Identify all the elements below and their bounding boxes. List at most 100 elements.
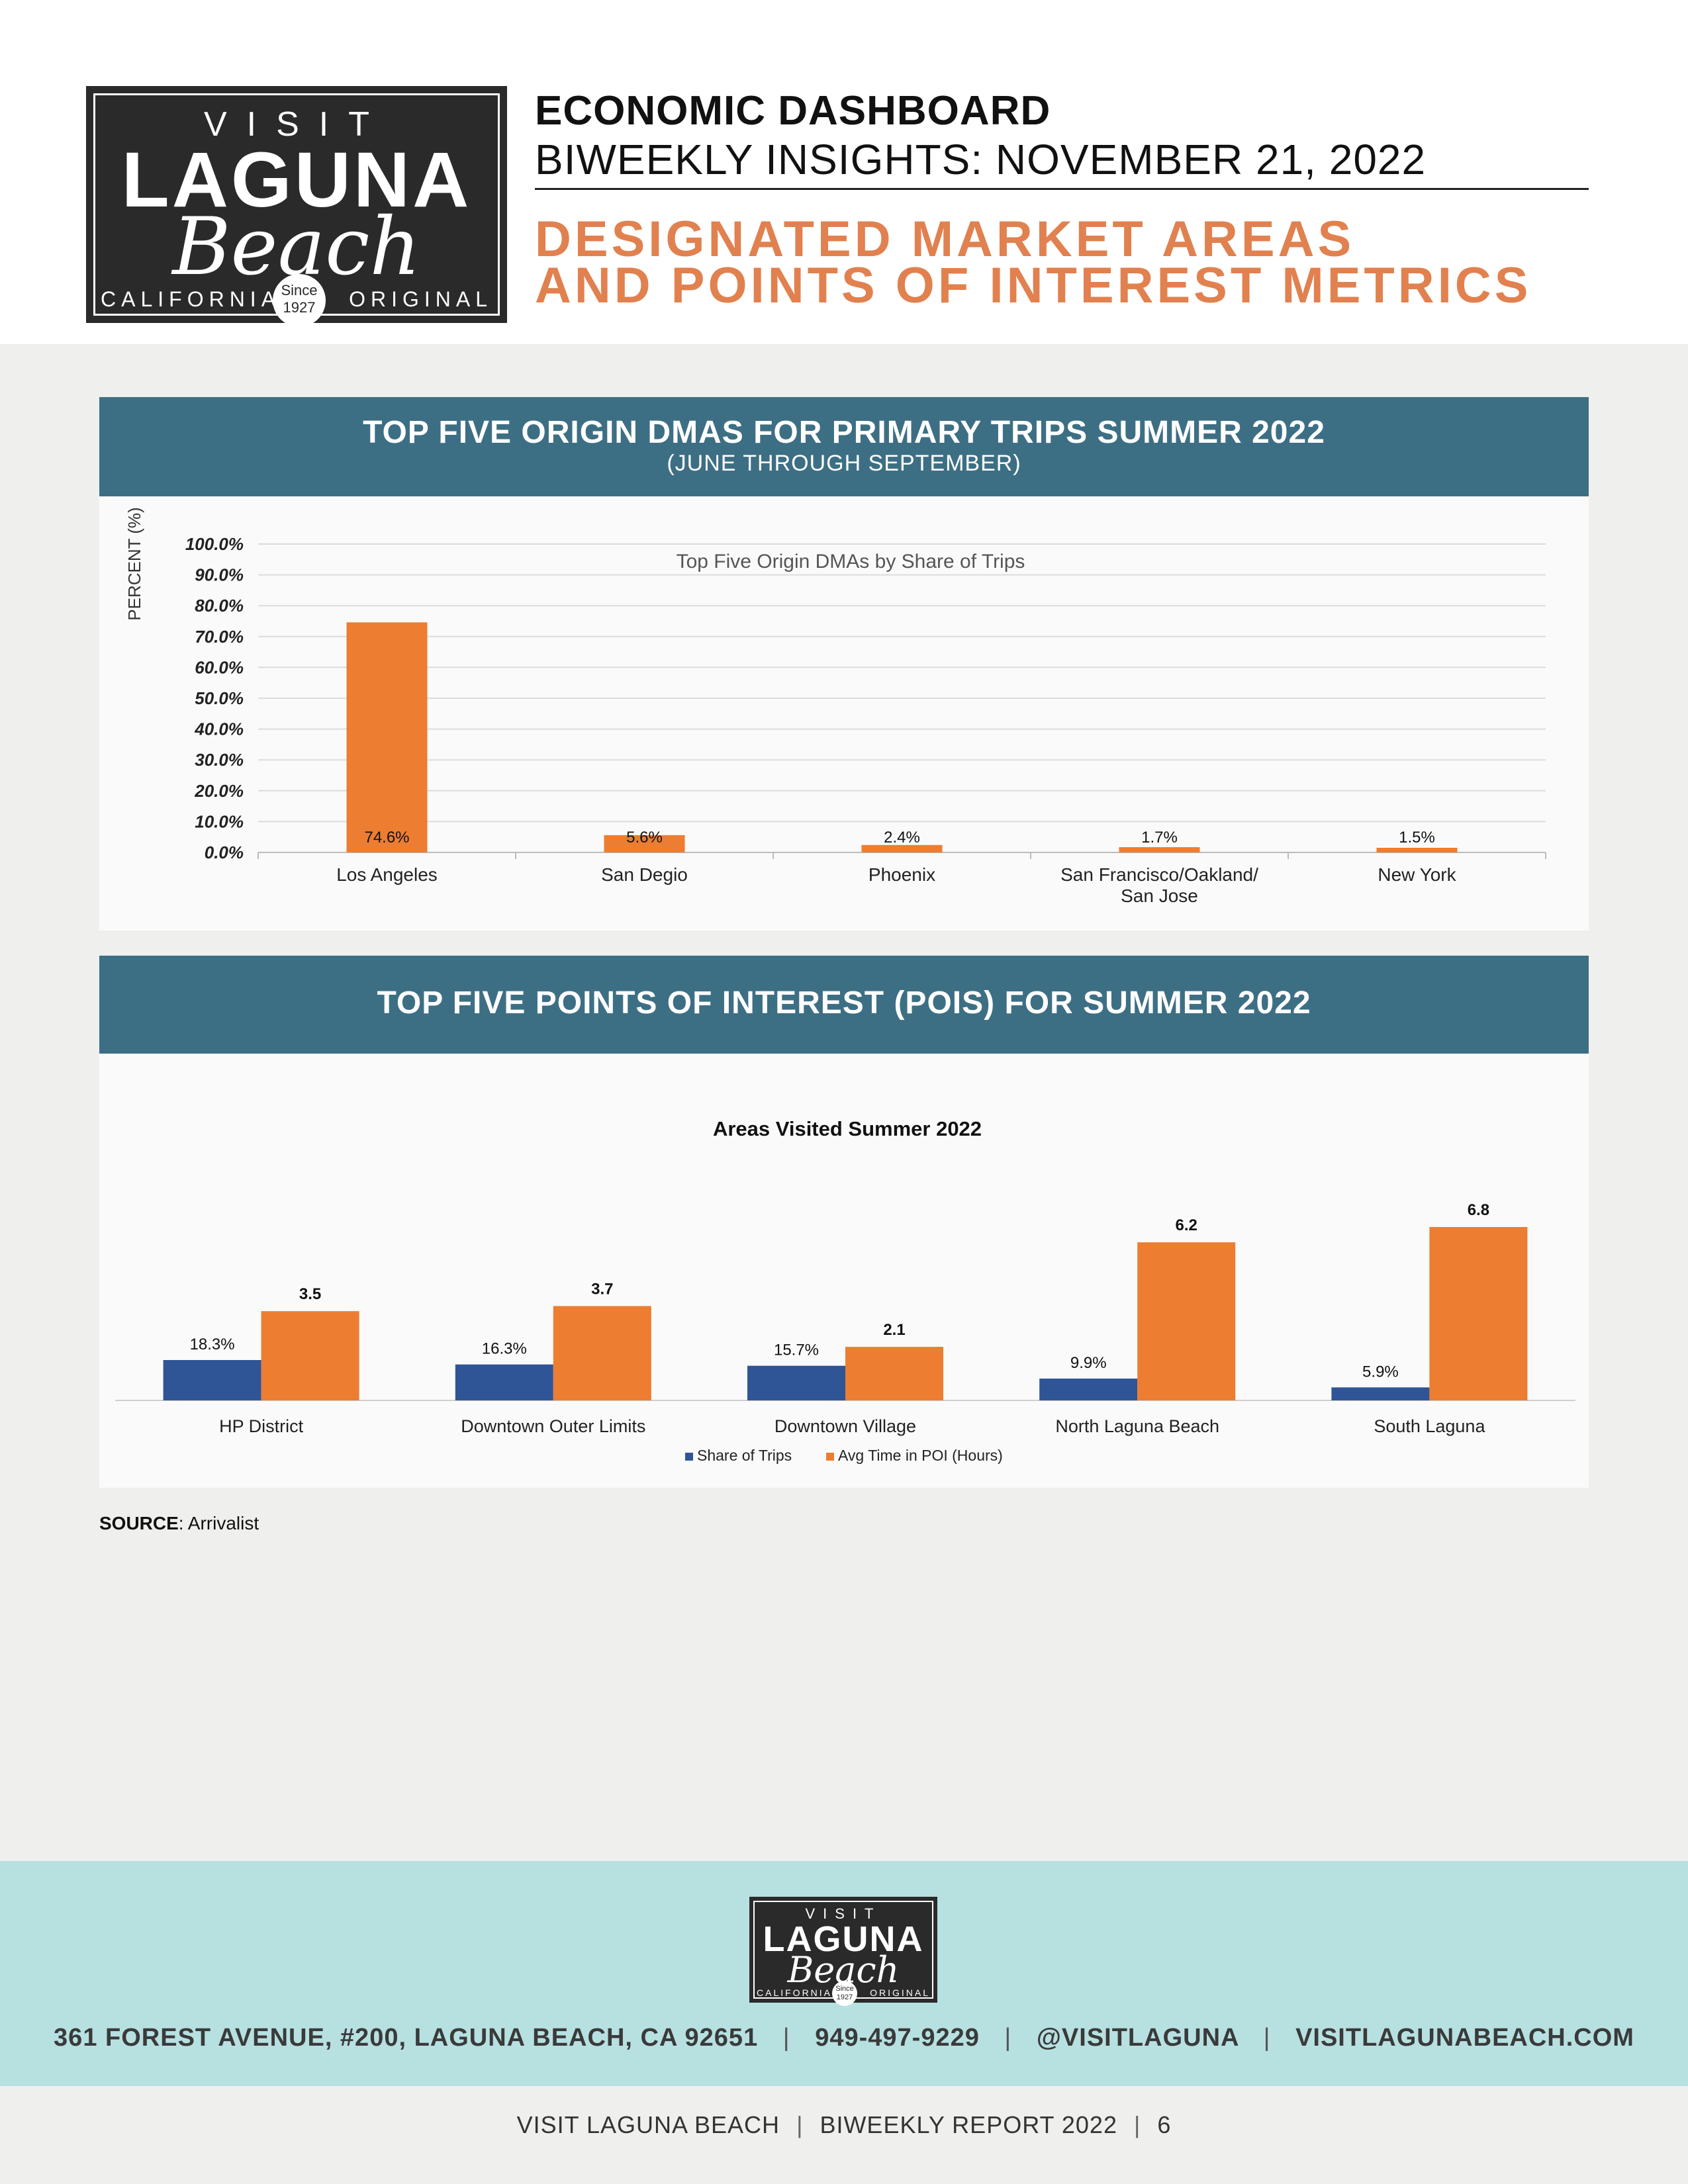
- legend-swatch-share-of-trips: [685, 1453, 693, 1461]
- y-tick-label: 80.0%: [195, 596, 244, 615]
- x-tick-label: New York: [1378, 864, 1456, 885]
- logo-original-text: ORIGINAL: [349, 287, 492, 311]
- logo-since-badge: Since 1927: [273, 274, 326, 327]
- y-tick-label: 40.0%: [194, 719, 244, 739]
- address-text: 361 FOREST AVENUE, #200, LAGUNA BEACH, C…: [54, 2024, 759, 2052]
- footer-logo-visit: VISIT: [805, 1905, 882, 1922]
- x-tick-label: Downtown Outer Limits: [461, 1416, 645, 1436]
- separator: |: [796, 2111, 804, 2138]
- data-label: 1.5%: [1399, 829, 1435, 846]
- section-heading-line1: DESIGNATED MARKET AREAS: [535, 211, 1355, 267]
- y-tick-label: 30.0%: [195, 750, 244, 770]
- data-label: 2.4%: [884, 829, 920, 846]
- section-heading-line2: AND POINTS OF INTEREST METRICS: [535, 257, 1532, 314]
- y-tick-label: 20.0%: [194, 781, 244, 801]
- poi-chart-panel: [99, 1054, 1589, 1488]
- poi-grouped-bar-chart: Areas Visited Summer 2022 18.3% 3.5 HP Dist…: [115, 1117, 1575, 1464]
- y-tick-label: 50.0%: [195, 688, 244, 708]
- bar: [604, 835, 685, 852]
- data-label: 18.3%: [190, 1336, 235, 1353]
- page-number: 6: [1157, 2111, 1172, 2138]
- y-tick-label: 70.0%: [195, 627, 244, 647]
- bar-avg-time: [1429, 1227, 1528, 1400]
- poi-panel-title: TOP FIVE POINTS OF INTEREST (POIS) FOR S…: [377, 985, 1311, 1021]
- data-label: 16.3%: [482, 1340, 527, 1358]
- separator: |: [1134, 2111, 1141, 2138]
- data-label: 6.2: [1176, 1216, 1197, 1234]
- logo-visit-text: VISIT: [203, 105, 390, 144]
- page-footer: VISIT LAGUNA BEACH | BIWEEKLY REPORT 202…: [0, 2111, 1688, 2139]
- bar-share-of-trips: [747, 1365, 845, 1400]
- data-label: 5.9%: [1362, 1363, 1399, 1381]
- dma-share-bar-chart: 0.0% 10.0% 20.0% 30.0% 40.0% 50.0% 60.0% 70.0% 8…: [124, 507, 1546, 906]
- data-label: 1.7%: [1141, 829, 1178, 846]
- phone-link[interactable]: 949-497-9229: [815, 2024, 980, 2052]
- x-tick-label: San Jose: [1121, 886, 1198, 906]
- dma-panel-subtitle: (JUNE THROUGH SEPTEMBER): [667, 451, 1021, 476]
- footer-org-name: VISIT LAGUNA BEACH: [516, 2111, 780, 2138]
- visit-laguna-beach-logo[interactable]: VISIT LAGUNA Beach CALIFORNIA Since 1927 …: [86, 86, 507, 327]
- separator: |: [782, 2024, 790, 2052]
- bar-share-of-trips: [163, 1360, 261, 1400]
- logo-laguna-text: LAGUNA: [121, 136, 472, 224]
- data-label: 5.6%: [626, 829, 663, 846]
- legend-swatch-avg-time: [826, 1453, 834, 1461]
- y-tick-label: 0.0%: [205, 842, 244, 862]
- data-label: 74.6%: [364, 829, 409, 846]
- x-tick-label: San Degio: [601, 864, 688, 885]
- legend-label: Share of Trips: [697, 1447, 792, 1464]
- bar-avg-time: [845, 1347, 943, 1400]
- bar: [346, 622, 428, 852]
- x-tick-label: Los Angeles: [336, 864, 438, 885]
- bar: [1376, 848, 1458, 852]
- y-tick-label: 10.0%: [195, 811, 244, 831]
- footer-logo[interactable]: VISIT LAGUNA Beach CALIFORNIA Since 1927 …: [749, 1897, 937, 2006]
- data-label: 15.7%: [774, 1342, 819, 1359]
- website-link[interactable]: VISITLAGUNABEACH.COM: [1295, 2024, 1634, 2052]
- contact-line: 361 FOREST AVENUE, #200, LAGUNA BEACH, C…: [0, 2024, 1688, 2052]
- footer-report-name: BIWEEKLY REPORT 2022: [820, 2111, 1117, 2138]
- x-tick-label: San Francisco/Oakland/: [1060, 864, 1258, 885]
- dma-panel-title: TOP FIVE ORIGIN DMAS FOR PRIMARY TRIPS S…: [363, 415, 1325, 450]
- bar-share-of-trips: [455, 1364, 553, 1400]
- poi-panel-header: TOP FIVE POINTS OF INTEREST (POIS) FOR S…: [99, 956, 1589, 1054]
- y-tick-label: 90.0%: [195, 565, 244, 585]
- header-divider: [535, 188, 1589, 190]
- footer-logo-original: ORIGINAL: [870, 1987, 930, 1998]
- bar-share-of-trips: [1039, 1379, 1138, 1400]
- bar-avg-time: [261, 1311, 359, 1400]
- footer-logo-laguna: LAGUNA: [763, 1919, 924, 1959]
- chart-title: Areas Visited Summer 2022: [713, 1117, 982, 1140]
- social-handle-link[interactable]: @VISITLAGUNA: [1036, 2024, 1239, 2052]
- separator: |: [1263, 2024, 1271, 2052]
- bar-avg-time: [553, 1306, 651, 1400]
- y-tick-label: 100.0%: [185, 534, 244, 554]
- data-label: 6.8: [1468, 1201, 1489, 1219]
- data-label: 2.1: [883, 1321, 905, 1339]
- data-label: 3.7: [591, 1280, 613, 1298]
- x-tick-label: South Laguna: [1374, 1416, 1485, 1436]
- x-tick-label: North Laguna Beach: [1055, 1416, 1219, 1436]
- data-label: 9.9%: [1070, 1354, 1107, 1372]
- x-tick-label: Phoenix: [868, 864, 935, 885]
- dashboard-title: ECONOMIC DASHBOARD: [535, 88, 1051, 134]
- page-header: VISIT LAGUNA Beach CALIFORNIA Since 1927 …: [0, 0, 1688, 344]
- chart-title: Top Five Origin DMAs by Share of Trips: [677, 551, 1025, 572]
- source-note: SOURCE: Arrivalist: [99, 1513, 259, 1533]
- x-tick-label: Downtown Village: [774, 1416, 916, 1436]
- separator: |: [1004, 2024, 1012, 2052]
- data-label: 3.5: [299, 1285, 321, 1303]
- legend-label: Avg Time in POI (Hours): [838, 1447, 1003, 1464]
- footer-logo-california: CALIFORNIA: [757, 1987, 833, 1998]
- dashboard-date-subtitle: BIWEEKLY INSIGHTS: NOVEMBER 21, 2022: [535, 136, 1427, 183]
- y-axis-label: PERCENT (%): [124, 507, 144, 620]
- footer-logo-since-badge: Since 1927: [832, 1981, 857, 2006]
- bar-avg-time: [1137, 1242, 1236, 1400]
- dma-panel-header: TOP FIVE ORIGIN DMAS FOR PRIMARY TRIPS S…: [99, 397, 1589, 496]
- x-tick-label: HP District: [219, 1416, 304, 1436]
- y-tick-label: 60.0%: [195, 657, 244, 677]
- logo-california-text: CALIFORNIA: [101, 287, 281, 311]
- bar: [1119, 847, 1200, 852]
- bar: [861, 844, 943, 852]
- bar-share-of-trips: [1331, 1387, 1430, 1400]
